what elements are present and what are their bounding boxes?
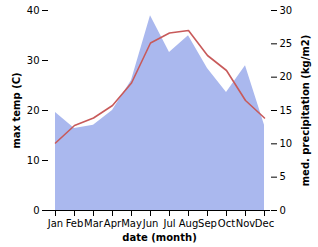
svg-text:Aug: Aug <box>179 218 199 229</box>
svg-text:Sep: Sep <box>198 218 217 229</box>
svg-text:Jul: Jul <box>162 218 175 229</box>
svg-text:0: 0 <box>33 205 39 216</box>
svg-text:5: 5 <box>280 171 286 182</box>
svg-text:date (month): date (month) <box>122 232 196 243</box>
svg-text:Feb: Feb <box>66 218 84 229</box>
svg-text:25: 25 <box>280 38 293 49</box>
svg-text:20: 20 <box>280 71 293 82</box>
svg-text:20: 20 <box>27 105 40 116</box>
svg-text:max temp (C): max temp (C) <box>11 72 22 148</box>
svg-text:May: May <box>121 218 142 229</box>
svg-text:Jan: Jan <box>47 218 63 229</box>
svg-text:Apr: Apr <box>104 218 122 229</box>
svg-text:Jun: Jun <box>142 218 159 229</box>
svg-text:Mar: Mar <box>84 218 104 229</box>
svg-text:10: 10 <box>27 155 40 166</box>
svg-text:med. precipitation (kg/m2): med. precipitation (kg/m2) <box>300 35 311 187</box>
svg-text:0: 0 <box>280 205 286 216</box>
svg-text:Oct: Oct <box>218 218 235 229</box>
svg-text:30: 30 <box>27 55 40 66</box>
svg-text:15: 15 <box>280 105 293 116</box>
svg-text:10: 10 <box>280 138 293 149</box>
svg-text:30: 30 <box>280 5 293 16</box>
svg-text:Dec: Dec <box>255 218 274 229</box>
svg-text:40: 40 <box>27 5 40 16</box>
svg-text:Nov: Nov <box>236 218 256 229</box>
